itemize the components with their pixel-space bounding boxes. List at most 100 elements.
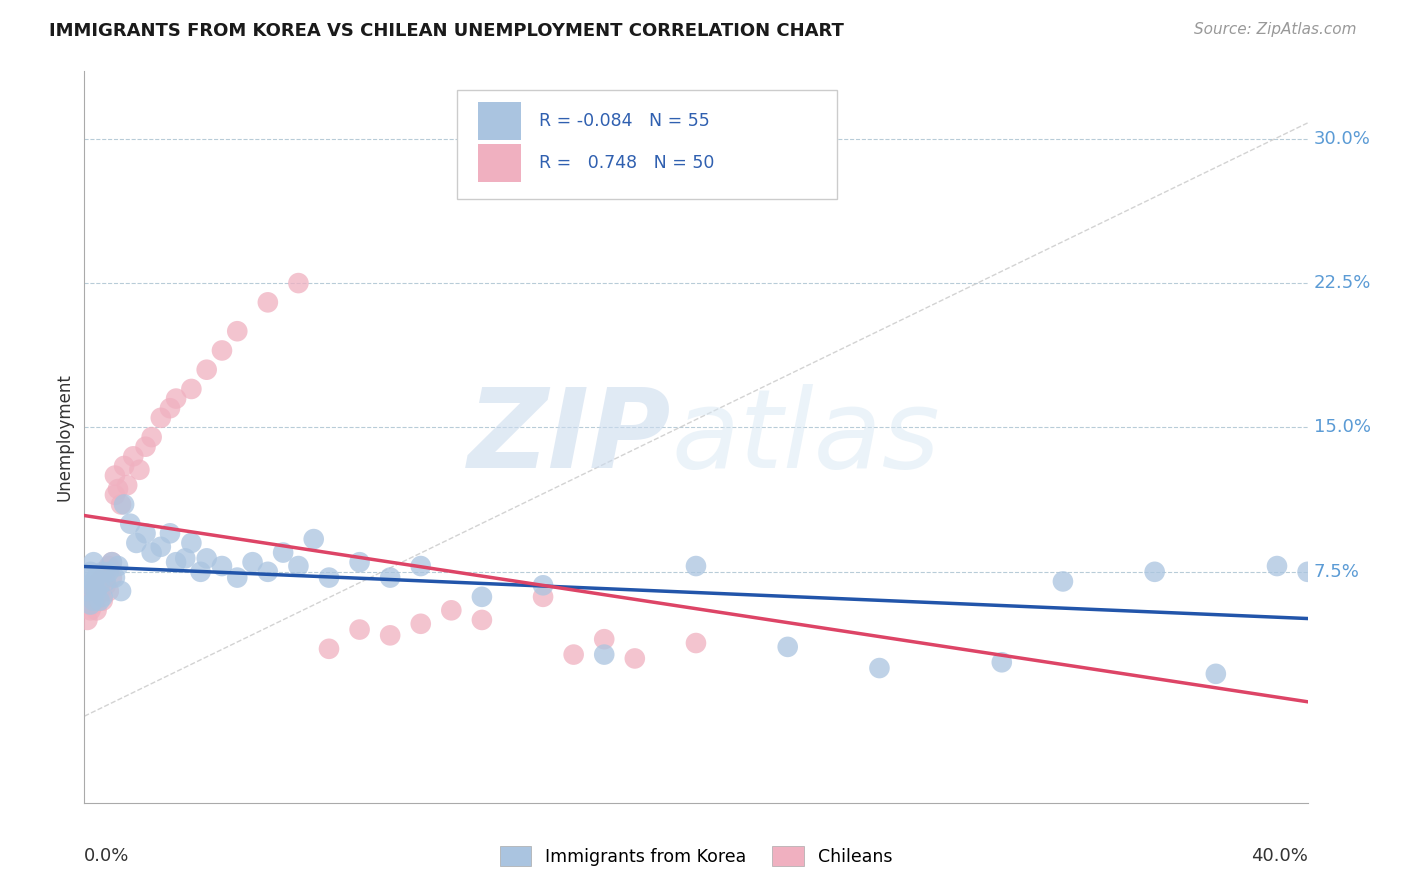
Point	[380, 628, 402, 642]
Point	[135, 526, 157, 541]
Point	[141, 545, 163, 559]
Point	[180, 382, 202, 396]
Point	[257, 295, 280, 310]
Point	[91, 590, 114, 604]
Point	[94, 565, 117, 579]
Point	[776, 640, 799, 654]
Text: ZIP: ZIP	[468, 384, 672, 491]
Point	[562, 648, 585, 662]
Point	[79, 603, 101, 617]
Point	[79, 565, 101, 579]
Point	[180, 536, 202, 550]
Text: 40.0%: 40.0%	[1251, 847, 1308, 864]
Point	[86, 584, 108, 599]
Text: 7.5%: 7.5%	[1313, 563, 1360, 581]
Point	[869, 661, 891, 675]
Point	[83, 593, 105, 607]
Point	[287, 559, 309, 574]
Point	[471, 613, 494, 627]
Point	[318, 641, 340, 656]
Bar	[478, 102, 522, 140]
Point	[593, 648, 616, 662]
Point	[991, 655, 1014, 669]
Text: 0.0%: 0.0%	[84, 847, 129, 864]
Point	[226, 324, 249, 338]
Point	[685, 636, 707, 650]
Point	[115, 478, 138, 492]
Point	[104, 571, 127, 585]
Text: IMMIGRANTS FROM KOREA VS CHILEAN UNEMPLOYMENT CORRELATION CHART: IMMIGRANTS FROM KOREA VS CHILEAN UNEMPLO…	[49, 22, 844, 40]
Point	[91, 565, 114, 579]
Bar	[478, 144, 522, 182]
Point	[86, 590, 108, 604]
Point	[76, 571, 98, 585]
Point	[211, 343, 233, 358]
Point	[149, 540, 172, 554]
Point	[91, 571, 114, 585]
Point	[104, 488, 127, 502]
Point	[89, 574, 111, 589]
Point	[89, 584, 111, 599]
Point	[94, 574, 117, 589]
Point	[1296, 565, 1319, 579]
Point	[97, 565, 120, 579]
Text: atlas: atlas	[672, 384, 941, 491]
Point	[76, 584, 98, 599]
Point	[83, 578, 105, 592]
Point	[79, 598, 101, 612]
Point	[112, 498, 135, 512]
Point	[128, 463, 150, 477]
Point	[97, 559, 120, 574]
Point	[159, 526, 181, 541]
Point	[135, 440, 157, 454]
Point	[76, 590, 98, 604]
Point	[1143, 565, 1166, 579]
Point	[97, 584, 120, 599]
Point	[83, 574, 105, 589]
Point	[112, 458, 135, 473]
Point	[120, 516, 142, 531]
Point	[101, 555, 124, 569]
Legend: Immigrants from Korea, Chileans: Immigrants from Korea, Chileans	[491, 838, 901, 874]
Point	[1052, 574, 1074, 589]
Point	[471, 590, 494, 604]
Point	[624, 651, 647, 665]
FancyBboxPatch shape	[457, 90, 837, 200]
Point	[195, 362, 218, 376]
Point	[79, 593, 101, 607]
Point	[409, 616, 432, 631]
Point	[287, 276, 309, 290]
Point	[174, 551, 197, 566]
Point	[104, 468, 127, 483]
Point	[242, 555, 264, 569]
Point	[593, 632, 616, 647]
Point	[110, 498, 132, 512]
Point	[149, 410, 172, 425]
Point	[440, 603, 463, 617]
Point	[531, 578, 554, 592]
Point	[91, 593, 114, 607]
Point	[195, 551, 218, 566]
Point	[1265, 559, 1288, 574]
Point	[110, 584, 132, 599]
Point	[165, 392, 187, 406]
Point	[349, 555, 371, 569]
Point	[125, 536, 148, 550]
Point	[409, 559, 432, 574]
Point	[211, 559, 233, 574]
Text: 30.0%: 30.0%	[1313, 129, 1371, 148]
Point	[86, 603, 108, 617]
Point	[380, 571, 402, 585]
Point	[83, 555, 105, 569]
Point	[79, 578, 101, 592]
Text: Source: ZipAtlas.com: Source: ZipAtlas.com	[1194, 22, 1357, 37]
Point	[226, 571, 249, 585]
Point	[257, 565, 280, 579]
Point	[79, 584, 101, 599]
Point	[349, 623, 371, 637]
Text: 15.0%: 15.0%	[1313, 418, 1371, 436]
Point	[318, 571, 340, 585]
Point	[101, 555, 124, 569]
Text: 22.5%: 22.5%	[1313, 274, 1371, 292]
Point	[107, 559, 129, 574]
